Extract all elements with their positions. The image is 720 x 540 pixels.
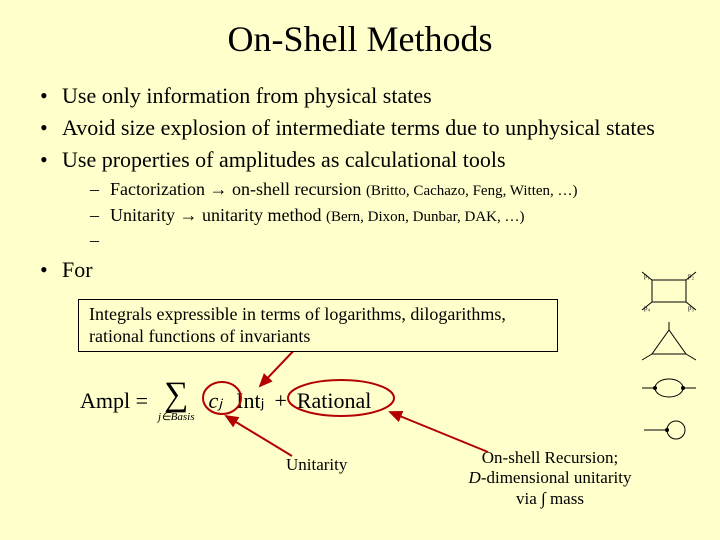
bullet-3: Use properties of amplitudes as calculat…: [36, 146, 690, 252]
bullet-4-text: For: [62, 257, 93, 282]
coef-oval: [199, 378, 245, 418]
diagram-triangle: [638, 320, 700, 362]
label-onshell-l3: via ∫ mass: [440, 489, 660, 509]
diagram-stack: p₁ p₂ p₄ p₃: [638, 270, 708, 454]
diagram-bubble: [638, 370, 700, 406]
label-onshell-l1: On-shell Recursion;: [440, 448, 660, 468]
rational-oval: [283, 376, 399, 420]
main-bullets: Use only information from physical state…: [30, 82, 690, 284]
sub-bullet-1: Factorization → on-shell recursion (Brit…: [90, 178, 690, 201]
sub-bullets: Factorization → on-shell recursion (Brit…: [62, 178, 690, 251]
label-onshell-l2: D-dimensional unitarity: [440, 468, 660, 488]
sub-bullet-2-cite: (Bern, Dixon, Dunbar, DAK, …): [326, 209, 525, 225]
slide-title: On-Shell Methods: [30, 18, 690, 60]
coef-box: cⱼ: [205, 386, 227, 416]
bullet-4: For: [36, 256, 690, 284]
label-unitarity: Unitarity: [286, 455, 347, 475]
callout-line1: Integrals expressible in terms of logari…: [89, 304, 547, 326]
bullet-2: Avoid size explosion of intermediate ter…: [36, 114, 690, 142]
sub-bullet-3-empty: [90, 229, 690, 252]
svg-text:p₂: p₂: [688, 272, 695, 280]
label-onshell-l2-pre: D: [469, 468, 481, 487]
formula-lhs: Ampl =: [80, 388, 148, 414]
sigma-block: ∑ j∈Basis: [158, 378, 194, 423]
sigma-symbol: ∑: [164, 378, 188, 412]
sub-bullet-1-cite: (Britto, Cachazo, Feng, Witten, …): [366, 183, 578, 199]
slide: On-Shell Methods Use only information fr…: [0, 0, 720, 540]
diagram-box: p₁ p₂ p₄ p₃: [638, 270, 700, 312]
bullet-3-text: Use properties of amplitudes as calculat…: [62, 147, 506, 172]
rational-box: Rational: [293, 386, 376, 416]
label-onshell-l2-post: -dimensional unitarity: [481, 468, 632, 487]
svg-text:p₄: p₄: [644, 304, 651, 312]
label-onshell: On-shell Recursion; D-dimensional unitar…: [440, 448, 660, 509]
callout-box: Integrals expressible in terms of logari…: [78, 299, 558, 352]
sub-bullet-1-text: Factorization → on-shell recursion: [110, 179, 366, 199]
formula: Ampl = ∑ j∈Basis cⱼ Intⱼ + Rational: [80, 378, 375, 423]
callout-line2: rational functions of invariants: [89, 326, 547, 348]
bullet-1: Use only information from physical state…: [36, 82, 690, 110]
sigma-sub: j∈Basis: [158, 412, 194, 423]
sub-bullet-2: Unitarity → unitarity method (Bern, Dixo…: [90, 204, 690, 227]
svg-text:p₁: p₁: [644, 272, 650, 280]
svg-text:p₃: p₃: [688, 304, 695, 312]
diagram-tadpole: [638, 414, 700, 446]
sub-bullet-2-text: Unitarity → unitarity method: [110, 205, 326, 225]
